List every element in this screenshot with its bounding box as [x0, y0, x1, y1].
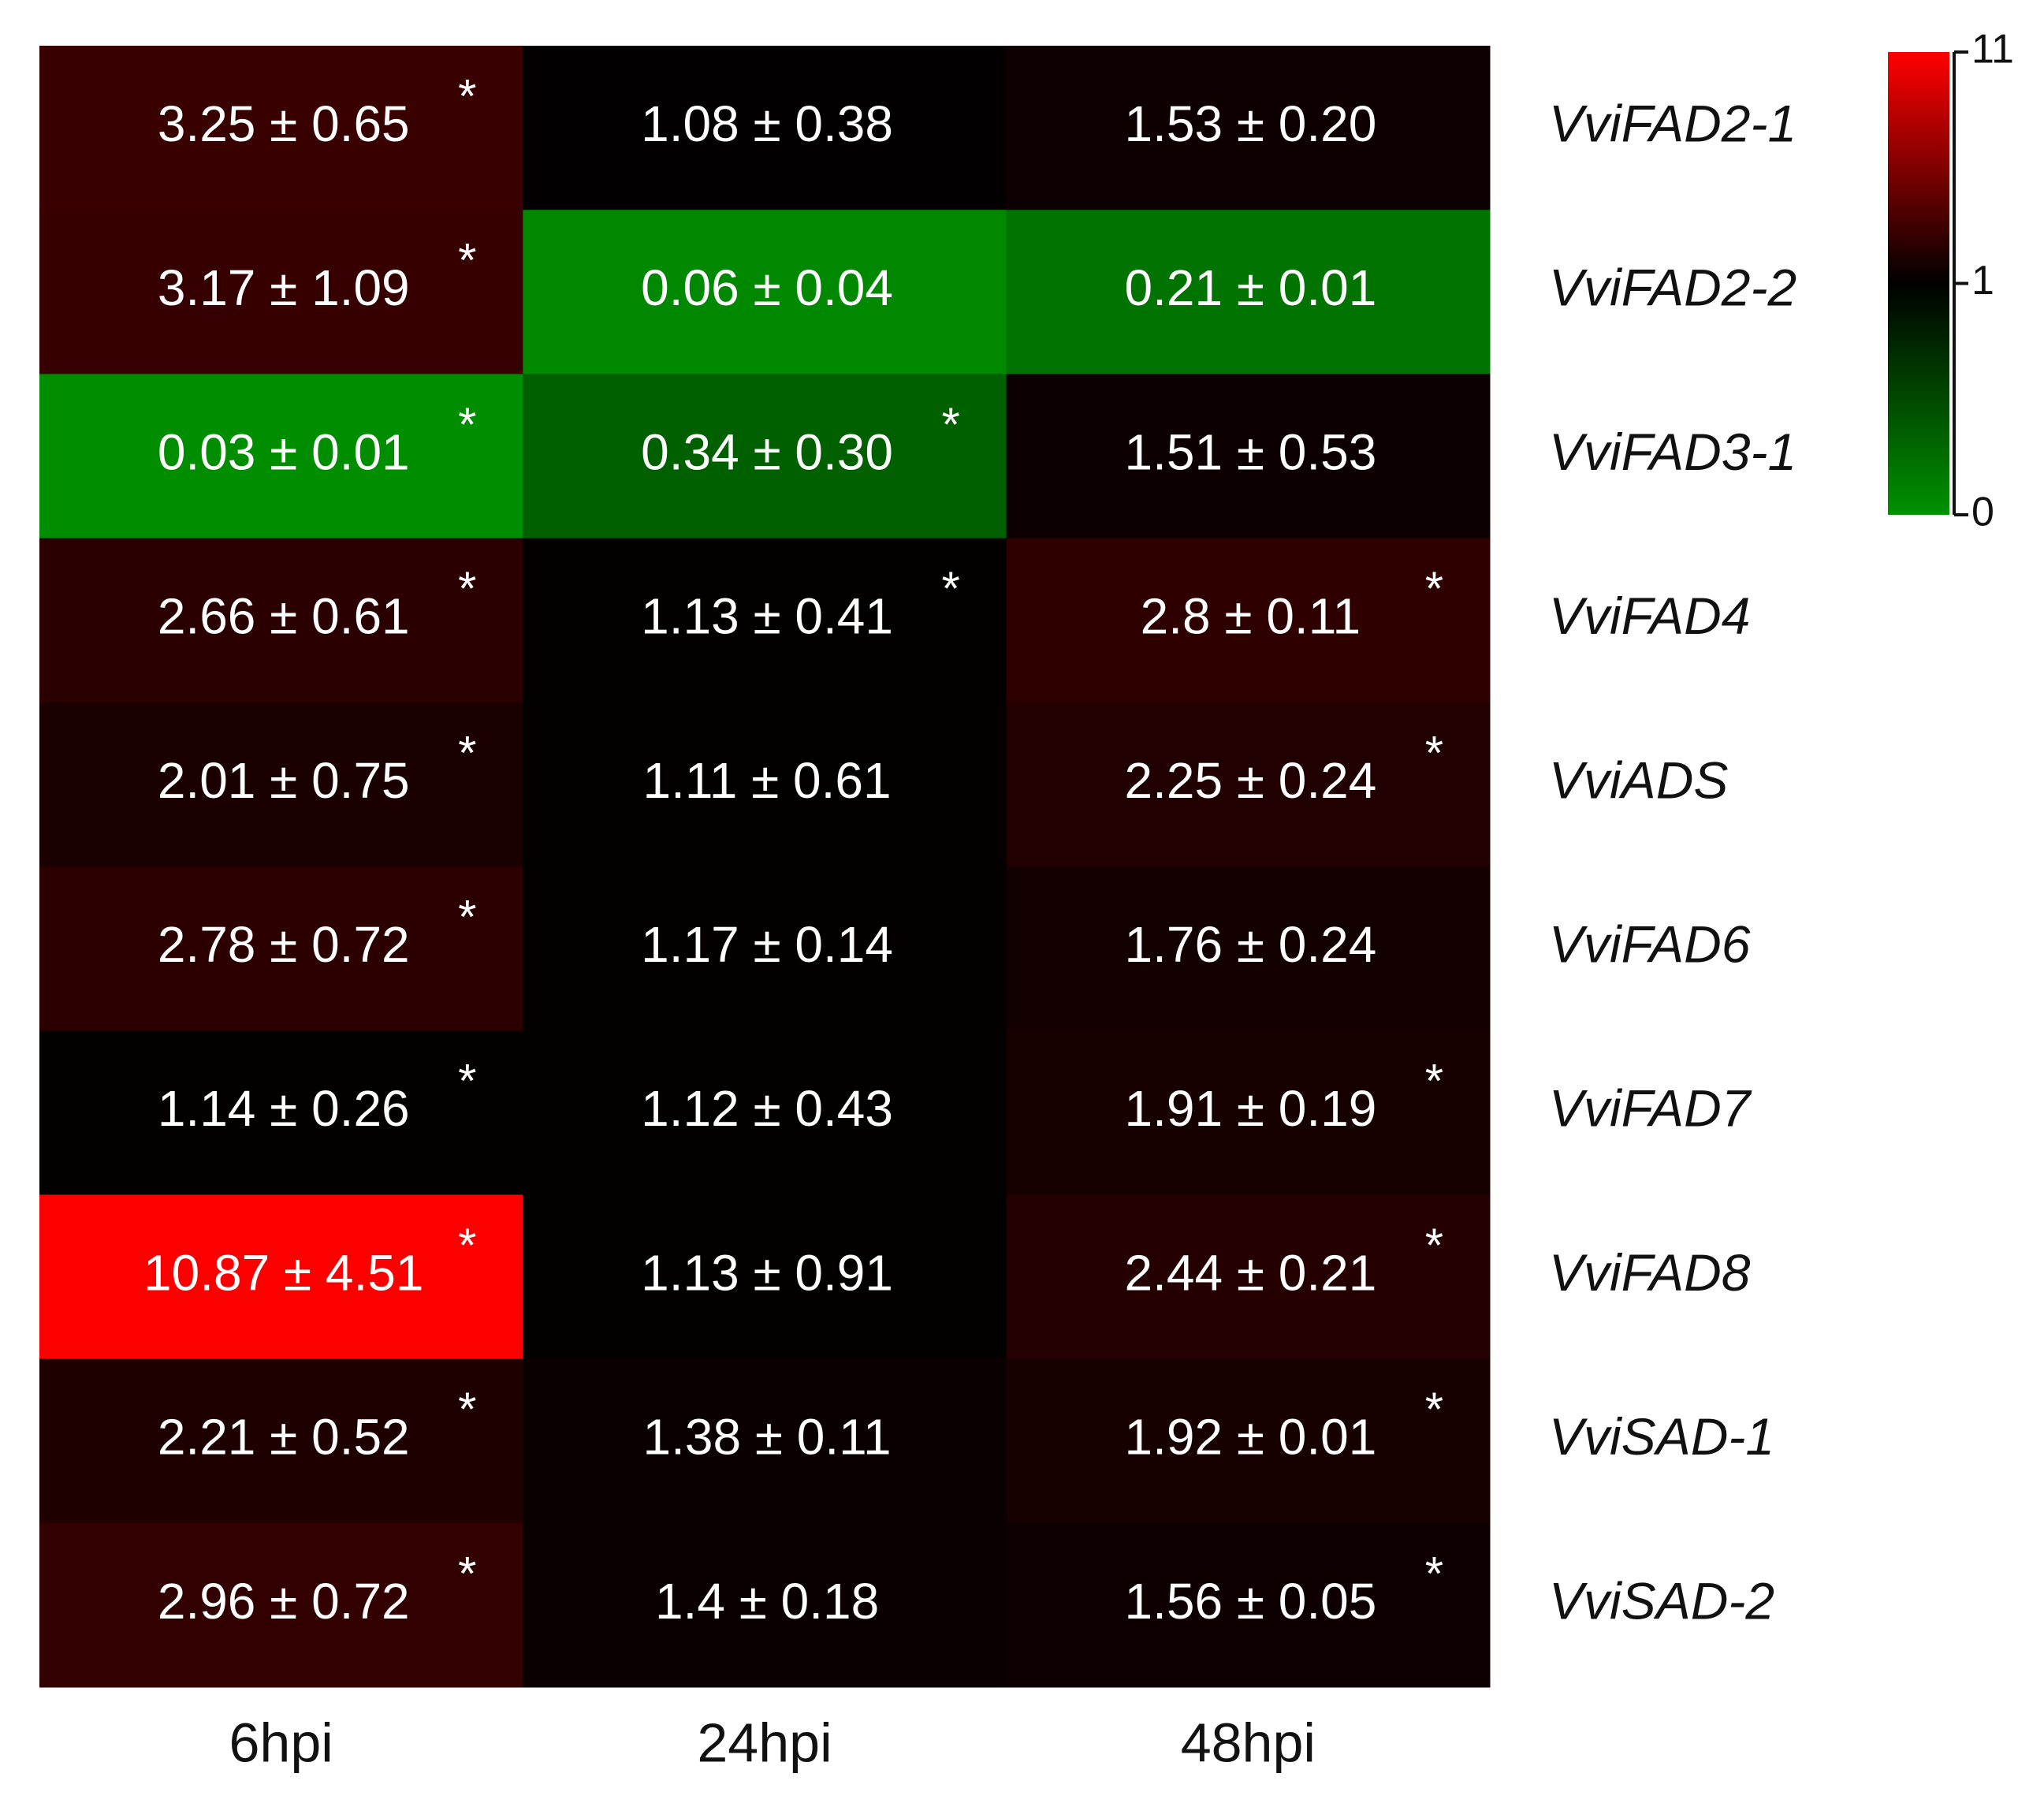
cell-label: 1.38 ± 0.11 — [643, 1409, 892, 1466]
significance-star: * — [458, 1383, 476, 1436]
heatmap-cell — [1006, 538, 1491, 703]
heatmap-cell — [523, 210, 1007, 374]
cell-label: 1.11 ± 0.61 — [643, 752, 892, 809]
colorbar — [1888, 52, 1949, 515]
significance-star: * — [1425, 562, 1443, 615]
heatmap-cell — [523, 702, 1007, 867]
cell-label: 3.25 ± 0.65 — [158, 95, 410, 152]
significance-star: * — [458, 398, 476, 451]
row-label: VviFAD4 — [1549, 587, 1751, 645]
heatmap-cell — [1006, 374, 1491, 539]
heatmap-cell — [39, 374, 523, 539]
significance-star: * — [458, 1055, 476, 1108]
cell-label: 1.12 ± 0.43 — [641, 1080, 893, 1137]
cell-label: 1.13 ± 0.41 — [641, 588, 893, 645]
heatmap-cell — [39, 1194, 523, 1360]
cell-label: 1.91 ± 0.19 — [1124, 1080, 1376, 1137]
heatmap-cell — [523, 1522, 1007, 1688]
colorbar-tick-label: 1 — [1971, 258, 1994, 304]
heatmap-cell — [523, 1358, 1007, 1524]
row-label: VviADS — [1549, 751, 1728, 809]
cell-label: 1.53 ± 0.20 — [1124, 95, 1376, 152]
heatmap-cell — [39, 1030, 523, 1195]
row-label: VviSAD-1 — [1549, 1407, 1774, 1466]
heatmap-cell — [1006, 1522, 1491, 1688]
cell-label: 0.06 ± 0.04 — [641, 259, 893, 316]
heatmap-cell — [39, 538, 523, 703]
column-label: 6hpi — [229, 1712, 333, 1773]
heatmap-cell — [523, 866, 1007, 1031]
cell-label: 1.13 ± 0.91 — [641, 1244, 893, 1301]
cell-label: 1.76 ± 0.24 — [1124, 916, 1376, 973]
cell-label: 1.08 ± 0.38 — [641, 95, 893, 152]
column-label: 24hpi — [697, 1712, 832, 1773]
cell-label: 3.17 ± 1.09 — [158, 259, 410, 316]
heatmap-cell — [523, 46, 1007, 210]
significance-star: * — [458, 562, 476, 615]
heatmap-cell — [39, 1358, 523, 1524]
cell-label: 2.96 ± 0.72 — [158, 1573, 410, 1630]
heatmap-cell — [1006, 1030, 1491, 1195]
cell-label: 2.78 ± 0.72 — [158, 916, 410, 973]
heatmap-cell — [1006, 1194, 1491, 1360]
cell-label: 2.01 ± 0.75 — [158, 752, 410, 809]
significance-star: * — [458, 891, 476, 944]
row-label: VviSAD-2 — [1549, 1571, 1774, 1630]
significance-star: * — [1425, 1547, 1443, 1600]
significance-star: * — [941, 562, 959, 615]
significance-star: * — [1425, 1383, 1443, 1436]
significance-star: * — [458, 726, 476, 779]
heatmap-cell — [523, 374, 1007, 539]
cell-label: 1.56 ± 0.05 — [1124, 1573, 1376, 1630]
colorbar-tick-label: 11 — [1971, 27, 2014, 73]
significance-star: * — [1425, 1055, 1443, 1108]
heatmap-cell — [39, 46, 523, 210]
cell-label: 0.34 ± 0.30 — [641, 423, 893, 480]
significance-star: * — [1425, 1219, 1443, 1272]
cell-label: 1.51 ± 0.53 — [1124, 423, 1376, 480]
colorbar-tick-label: 0 — [1971, 490, 1994, 535]
significance-star: * — [458, 234, 476, 287]
heatmap-cell — [1006, 210, 1491, 374]
heatmap-cell — [523, 1194, 1007, 1360]
cell-label: 2.21 ± 0.52 — [158, 1409, 410, 1466]
cell-label: 10.87 ± 4.51 — [143, 1244, 423, 1301]
cell-label: 2.66 ± 0.61 — [158, 588, 410, 645]
row-label: VviFAD2-1 — [1549, 95, 1796, 153]
heatmap-cell — [1006, 1358, 1491, 1524]
significance-star: * — [458, 1547, 476, 1600]
row-label: VviFAD8 — [1549, 1243, 1751, 1302]
significance-star: * — [941, 398, 959, 451]
heatmap-cell — [523, 538, 1007, 703]
significance-star: * — [1425, 726, 1443, 779]
heatmap-cell — [39, 1522, 523, 1688]
heatmap-cell — [1006, 866, 1491, 1031]
heatmap-cell — [1006, 702, 1491, 867]
cell-label: 2.44 ± 0.21 — [1124, 1244, 1376, 1301]
cell-label: 1.14 ± 0.26 — [158, 1080, 410, 1137]
row-label: VviFAD7 — [1549, 1079, 1752, 1138]
column-label: 48hpi — [1181, 1712, 1316, 1773]
heatmap-cell — [39, 210, 523, 374]
significance-star: * — [458, 1219, 476, 1272]
cell-label: 1.4 ± 0.18 — [655, 1573, 879, 1630]
heatmap-cell — [39, 866, 523, 1031]
cell-label: 0.21 ± 0.01 — [1124, 259, 1376, 316]
heatmap-cell — [523, 1030, 1007, 1195]
cell-label: 2.25 ± 0.24 — [1124, 752, 1376, 809]
cell-label: 2.8 ± 0.11 — [1141, 588, 1361, 645]
cell-label: 1.92 ± 0.01 — [1124, 1409, 1376, 1466]
row-label: VviFAD6 — [1549, 915, 1751, 974]
heatmap-cell — [39, 702, 523, 867]
significance-star: * — [458, 70, 476, 123]
row-label: VviFAD3-1 — [1549, 423, 1796, 481]
cell-label: 1.17 ± 0.14 — [641, 916, 893, 973]
heatmap-cell — [1006, 46, 1491, 210]
cell-label: 0.03 ± 0.01 — [158, 423, 410, 480]
row-label: VviFAD2-2 — [1549, 259, 1796, 317]
